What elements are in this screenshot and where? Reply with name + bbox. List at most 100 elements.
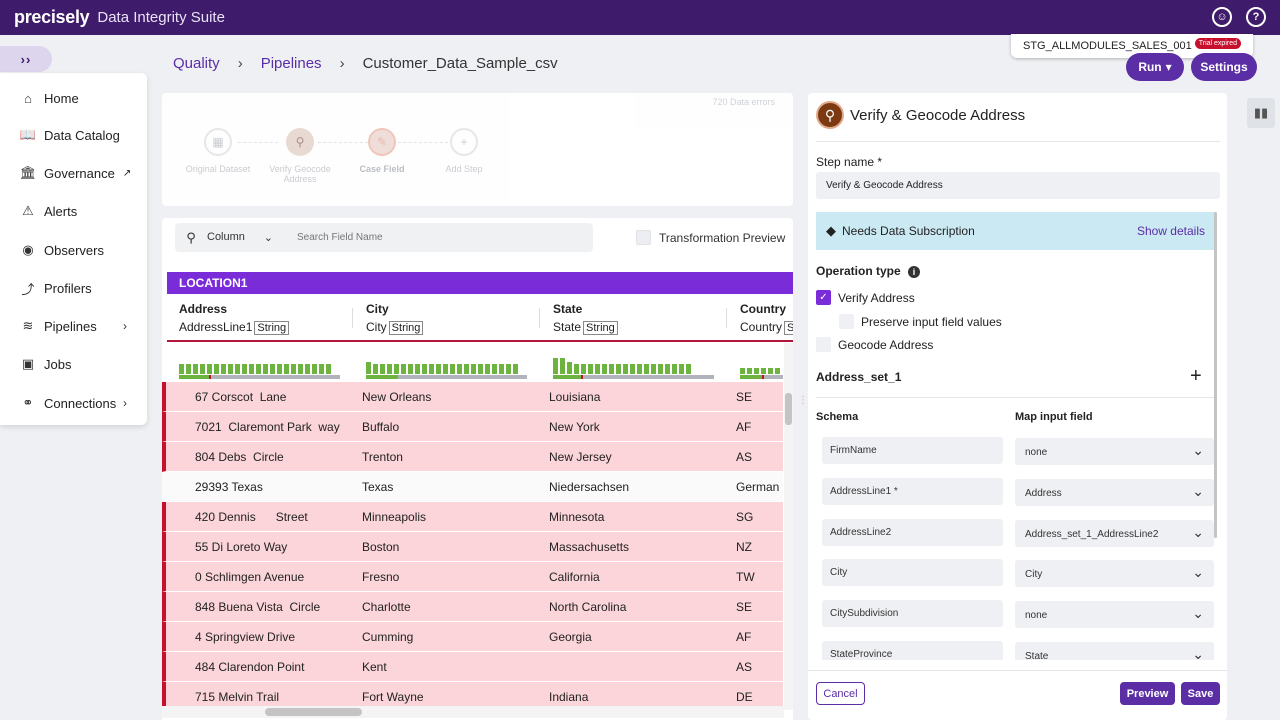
- cell-state[interactable]: Louisiana: [549, 390, 601, 404]
- scroll-thumb[interactable]: [785, 393, 792, 425]
- scroll-thumb[interactable]: [265, 708, 362, 716]
- preserve-input-checkbox[interactable]: Preserve input field values: [839, 314, 1002, 329]
- transformation-preview-checkbox[interactable]: [636, 230, 651, 245]
- cell-address[interactable]: 804 Debs Circle: [195, 450, 284, 464]
- column-divider[interactable]: [352, 308, 353, 328]
- expand-sidebar-button[interactable]: ››: [0, 46, 52, 72]
- cell-city[interactable]: Kent: [362, 660, 387, 674]
- nav-item-observers[interactable]: ◉ Observers: [0, 231, 147, 269]
- cell-state[interactable]: Minnesota: [549, 510, 605, 524]
- cell-state[interactable]: Georgia: [549, 630, 592, 644]
- table-row[interactable]: 484 Clarendon Point Kent AS: [162, 652, 783, 682]
- run-button[interactable]: Run ▾: [1126, 53, 1184, 81]
- cell-state[interactable]: New York: [549, 420, 600, 434]
- user-circle-icon[interactable]: ☺: [1212, 7, 1232, 27]
- cell-country[interactable]: AF: [736, 420, 752, 434]
- table-row[interactable]: 4 Springview Drive Cumming Georgia AF: [162, 622, 783, 652]
- nav-item-connections[interactable]: ⚭ Connections ›: [0, 384, 147, 422]
- cell-state[interactable]: Massachusetts: [549, 540, 630, 554]
- cell-city[interactable]: Cumming: [362, 630, 414, 644]
- cancel-button[interactable]: Cancel: [816, 682, 865, 705]
- cell-city[interactable]: Minneapolis: [362, 510, 427, 524]
- cell-country[interactable]: SE: [736, 600, 753, 614]
- cell-city[interactable]: Fort Wayne: [362, 690, 424, 704]
- column-select[interactable]: Column ⌄: [207, 231, 281, 244]
- help-icon[interactable]: ?: [1246, 7, 1266, 27]
- cell-city[interactable]: Boston: [362, 540, 400, 554]
- geocode-address-checkbox[interactable]: Geocode Address: [816, 337, 933, 352]
- search-field-input[interactable]: Search Field Name: [297, 232, 383, 243]
- column-header-city[interactable]: City City String: [366, 302, 424, 335]
- cell-country[interactable]: TW: [736, 570, 755, 584]
- verify-address-checkbox[interactable]: ✓ Verify Address: [816, 290, 915, 305]
- column-header-address[interactable]: Address AddressLine1 String: [179, 302, 290, 335]
- nav-item-profilers[interactable]: ⤴ Profilers: [0, 269, 147, 307]
- cell-state[interactable]: California: [549, 570, 600, 584]
- precisely-logo[interactable]: precisely: [14, 7, 90, 27]
- show-details-link[interactable]: Show details: [1136, 224, 1205, 238]
- table-row[interactable]: 804 Debs Circle Trenton New Jersey AS: [162, 442, 783, 472]
- step-verify-geocode[interactable]: ⚲ Verify Geocode Address: [260, 128, 340, 184]
- grid-horizontal-scrollbar[interactable]: [162, 706, 784, 718]
- table-row[interactable]: 848 Buena Vista Circle Charlotte North Car…: [162, 592, 783, 622]
- cell-country[interactable]: NZ: [736, 540, 752, 554]
- cell-city[interactable]: Texas: [362, 480, 394, 494]
- cell-address[interactable]: 55 Di Loreto Way: [195, 540, 288, 554]
- cell-country[interactable]: SE: [736, 390, 753, 404]
- map-input-select[interactable]: Address ⌄: [1015, 478, 1214, 506]
- panel-resize-handle[interactable]: ⋮: [798, 395, 808, 406]
- column-divider[interactable]: [539, 308, 540, 328]
- table-row[interactable]: 29393 Texas Texas Niedersachsen German: [162, 472, 783, 502]
- panel-scrollbar[interactable]: [1213, 212, 1219, 538]
- table-row[interactable]: 420 Dennis Street Minneapolis Minnesota SG: [162, 502, 783, 532]
- scroll-thumb[interactable]: [1214, 212, 1217, 538]
- cell-city[interactable]: Trenton: [362, 450, 403, 464]
- column-divider[interactable]: [726, 308, 727, 328]
- nav-item-alerts[interactable]: ⚠ Alerts: [0, 192, 147, 230]
- cell-country[interactable]: SG: [736, 510, 754, 524]
- column-header-country[interactable]: Country Country S: [740, 302, 793, 335]
- cell-state[interactable]: Niedersachsen: [549, 480, 630, 494]
- table-row[interactable]: 0 Schlimgen Avenue Fresno California TW: [162, 562, 783, 592]
- save-button[interactable]: Save: [1181, 682, 1220, 705]
- cell-country[interactable]: German: [736, 480, 780, 494]
- transformation-preview-toggle[interactable]: Transformation Preview: [636, 230, 785, 245]
- step-original-dataset[interactable]: ▦ Original Dataset: [178, 128, 258, 174]
- map-input-select[interactable]: none ⌄: [1015, 601, 1214, 629]
- bar-chart-icon[interactable]: ▮▮: [1247, 98, 1275, 128]
- cell-address[interactable]: 0 Schlimgen Avenue: [195, 570, 305, 584]
- nav-item-jobs[interactable]: ▣ Jobs: [0, 345, 147, 383]
- map-input-select[interactable]: City ⌄: [1015, 560, 1214, 588]
- info-icon[interactable]: i: [908, 266, 921, 278]
- cell-city[interactable]: New Orleans: [362, 390, 432, 404]
- step-name-input[interactable]: Verify & Geocode Address: [816, 172, 1220, 199]
- cell-address[interactable]: 715 Melvin Trail: [195, 690, 280, 704]
- nav-item-home[interactable]: ⌂ Home: [0, 79, 147, 117]
- map-input-select[interactable]: Address_set_1_AddressLine2 ⌄: [1015, 519, 1214, 547]
- nav-item-data-catalog[interactable]: 📖 Data Catalog: [0, 116, 147, 154]
- cell-address[interactable]: 7021 Claremont Park way: [195, 420, 340, 434]
- map-input-select[interactable]: none ⌄: [1015, 438, 1214, 465]
- cell-address[interactable]: 4 Springview Drive: [195, 630, 296, 644]
- table-row[interactable]: 67 Corscot Lane New Orleans Louisiana SE: [162, 382, 783, 412]
- cell-state[interactable]: New Jersey: [549, 450, 612, 464]
- column-header-state[interactable]: State State String: [553, 302, 618, 335]
- nav-item-governance[interactable]: 🏛 Governance ↗: [0, 154, 147, 192]
- cell-city[interactable]: Fresno: [362, 570, 400, 584]
- step-add-step[interactable]: + Add Step: [424, 128, 504, 174]
- table-row[interactable]: 7021 Claremont Park way Buffalo New York AF: [162, 412, 783, 442]
- cell-state[interactable]: Indiana: [549, 690, 589, 704]
- cell-address[interactable]: 848 Buena Vista Circle: [195, 600, 321, 614]
- add-address-set-icon[interactable]: +: [1190, 365, 1202, 387]
- cell-city[interactable]: Buffalo: [362, 420, 400, 434]
- cell-address[interactable]: 67 Corscot Lane: [195, 390, 287, 404]
- cell-country[interactable]: AF: [736, 630, 752, 644]
- breadcrumb-quality[interactable]: Quality: [173, 55, 220, 72]
- cell-address[interactable]: 29393 Texas: [195, 480, 263, 494]
- cell-address[interactable]: 420 Dennis Street: [195, 510, 308, 524]
- map-input-select[interactable]: State ⌄: [1015, 642, 1214, 660]
- settings-button[interactable]: Settings: [1191, 53, 1257, 81]
- search-icon[interactable]: ⚲: [186, 229, 196, 245]
- cell-country[interactable]: AS: [736, 450, 753, 464]
- cell-city[interactable]: Charlotte: [362, 600, 411, 614]
